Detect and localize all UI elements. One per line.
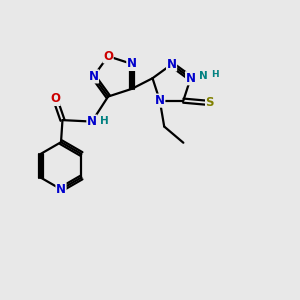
Text: N: N xyxy=(155,94,165,107)
Text: N: N xyxy=(186,72,196,85)
Text: H: H xyxy=(211,70,219,80)
Text: O: O xyxy=(103,50,113,63)
Text: N: N xyxy=(127,57,137,70)
Text: N: N xyxy=(87,115,97,128)
Text: N: N xyxy=(88,70,98,83)
Text: H: H xyxy=(100,116,109,126)
Text: N: N xyxy=(167,58,177,71)
Text: S: S xyxy=(206,97,214,110)
Text: N: N xyxy=(56,183,66,196)
Text: O: O xyxy=(50,92,60,105)
Text: N: N xyxy=(199,71,207,81)
